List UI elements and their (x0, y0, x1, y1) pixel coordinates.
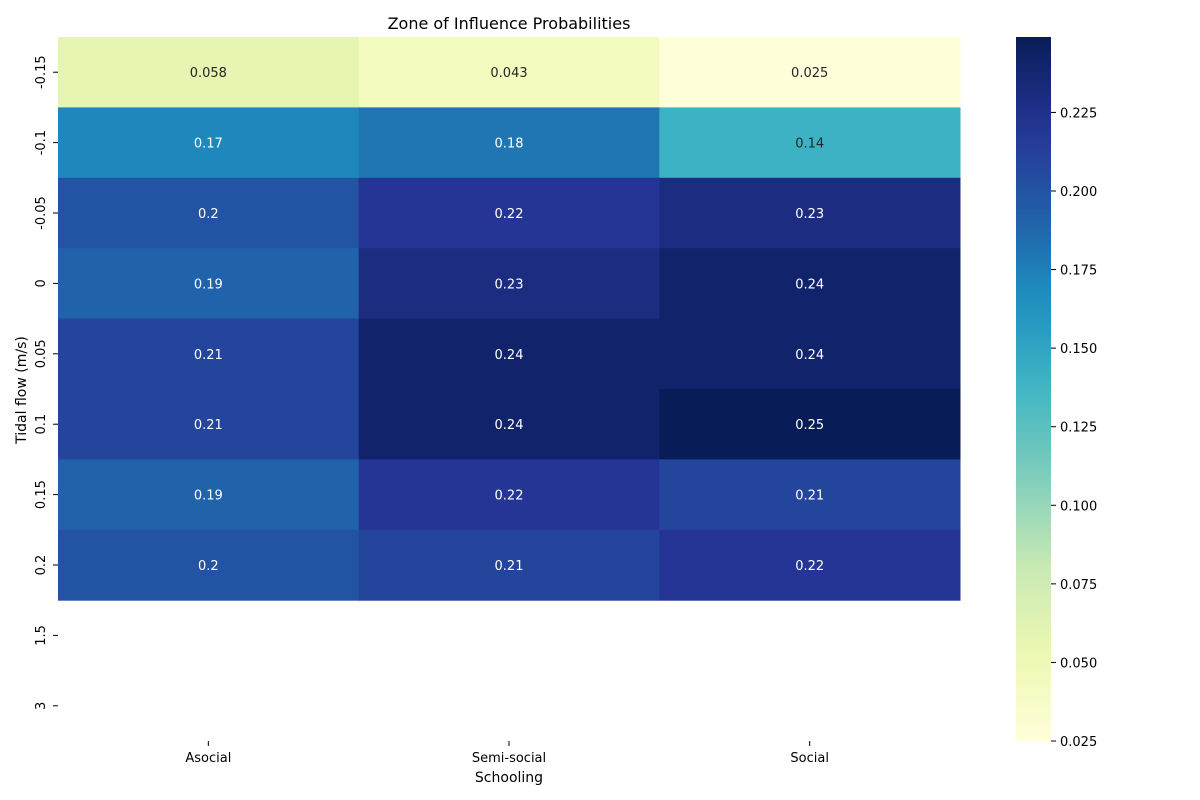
cell-annotation: 0.21 (495, 559, 524, 574)
cell-annotation: 0.21 (795, 489, 824, 504)
heatmap-cell (358, 177, 660, 249)
cell-annotation: 0.24 (495, 348, 524, 363)
x-tick-label: Social (790, 751, 829, 766)
y-tick-label: 0.2 (34, 555, 49, 576)
colorbar-tick-label: 0.150 (1060, 342, 1097, 357)
heatmap-cell (58, 389, 360, 460)
cell-annotation: 0.058 (190, 66, 227, 81)
colorbar-tick-label: 0.100 (1060, 499, 1097, 514)
colorbar-tick-label: 0.075 (1060, 578, 1097, 593)
colorbar-tick-label: 0.025 (1060, 735, 1097, 750)
cell-annotation: 0.22 (795, 559, 824, 574)
cell-annotation: 0.2 (198, 207, 219, 222)
cell-annotation: 0.043 (490, 66, 527, 81)
colorbar-tick-label: 0.200 (1060, 185, 1097, 200)
cell-annotation: 0.24 (495, 418, 524, 433)
y-axis-label: Tidal flow (m/s) (14, 336, 30, 445)
y-tick-label: 0.15 (34, 480, 49, 509)
heatmap-cell (58, 459, 360, 531)
heatmap-cell (358, 248, 660, 320)
heatmap-cell (659, 529, 961, 601)
cell-annotation: 0.19 (194, 489, 223, 504)
colorbar-tick-label: 0.050 (1060, 656, 1097, 671)
chart-title: Zone of Influence Probabilities (388, 14, 631, 33)
cell-annotation: 0.22 (495, 207, 524, 222)
colorbar-tick-label: 0.175 (1060, 264, 1097, 279)
heatmap-cell (659, 248, 961, 320)
y-tick-label: 3 (34, 702, 49, 710)
cell-annotation: 0.25 (795, 418, 824, 433)
heatmap-cell (358, 107, 660, 179)
colorbar (1016, 37, 1051, 741)
heatmap-cell (58, 107, 360, 179)
y-tick-label: 0.05 (34, 339, 49, 368)
heatmap-cells (58, 37, 961, 601)
heatmap-cell (358, 37, 660, 108)
colorbar-tick-label: 0.225 (1060, 106, 1097, 121)
cell-annotations: 0.058 0.043 0.025 0.17 0.18 0.14 0.2 0.22 0.23 0.… (190, 66, 829, 574)
x-axis: Asocial Semi-social Social (185, 741, 829, 766)
y-tick-label: 0 (34, 279, 49, 287)
x-tick-label: Asocial (185, 751, 231, 766)
heatmap-cell (358, 318, 660, 390)
heatmap-cell (358, 529, 660, 601)
cell-annotation: 0.22 (495, 489, 524, 504)
heatmap-cell (659, 37, 961, 108)
heatmap-cell (58, 37, 360, 108)
heatmap-cell (659, 177, 961, 249)
cell-annotation: 0.025 (791, 66, 828, 81)
heatmap-cell (358, 459, 660, 531)
colorbar-ticks: 0.025 0.050 0.075 0.100 0.125 0.150 0.175 0.200… (1051, 106, 1097, 750)
x-axis-label: Schooling (475, 770, 543, 786)
y-tick-label: -0.05 (34, 196, 49, 230)
cell-annotation: 0.18 (495, 137, 524, 152)
cell-annotation: 0.23 (795, 207, 824, 222)
cell-annotation: 0.21 (194, 348, 223, 363)
cell-annotation: 0.24 (795, 348, 824, 363)
y-tick-label: 0.1 (34, 414, 49, 435)
heatmap-cell (58, 248, 360, 320)
heatmap-cell (358, 389, 660, 460)
y-tick-label: 1.5 (34, 625, 49, 646)
heatmap-cell (659, 459, 961, 531)
cell-annotation: 0.23 (495, 277, 524, 292)
cell-annotation: 0.2 (198, 559, 219, 574)
cell-annotation: 0.14 (795, 137, 824, 152)
heatmap-cell (58, 318, 360, 390)
heatmap-cell (659, 318, 961, 390)
y-axis: -0.15 -0.1 -0.05 0 0.05 0.1 0.15 0.2 1.5 3 (34, 55, 58, 710)
colorbar-tick-label: 0.125 (1060, 421, 1097, 436)
heatmap-cell (659, 107, 961, 179)
cell-annotation: 0.19 (194, 277, 223, 292)
heatmap-cell (659, 389, 961, 460)
cell-annotation: 0.21 (194, 418, 223, 433)
x-tick-label: Semi-social (472, 751, 546, 766)
cell-annotation: 0.24 (795, 277, 824, 292)
heatmap-cell (58, 529, 360, 601)
cell-annotation: 0.17 (194, 137, 223, 152)
heatmap-cell (58, 177, 360, 249)
y-tick-label: -0.1 (34, 130, 49, 155)
y-tick-label: -0.15 (34, 55, 49, 89)
